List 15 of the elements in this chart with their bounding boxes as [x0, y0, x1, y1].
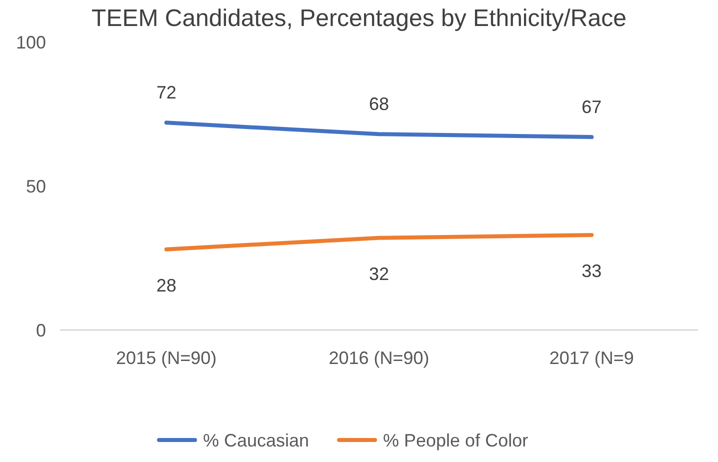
data-label: 33 — [582, 260, 602, 281]
data-label: 28 — [156, 275, 176, 296]
x-tick-label: 2017 (N=9 — [549, 348, 634, 368]
y-tick-label: 50 — [26, 176, 46, 196]
data-label: 67 — [582, 97, 602, 118]
data-label: 68 — [368, 94, 390, 114]
legend-label: % People of Color — [383, 430, 528, 450]
data-label: 32 — [368, 264, 390, 284]
chart-title: TEEM Candidates, Percentages by Ethnicity/Race — [92, 5, 626, 32]
x-tick-label: 2015 (N=90) — [116, 348, 217, 368]
x-tick-label: 2016 (N=90) — [328, 348, 430, 368]
data-label: 72 — [156, 82, 176, 103]
legend-label: % Caucasian — [203, 430, 310, 450]
y-tick-label: 0 — [36, 320, 46, 340]
y-tick-label: 100 — [16, 32, 46, 52]
